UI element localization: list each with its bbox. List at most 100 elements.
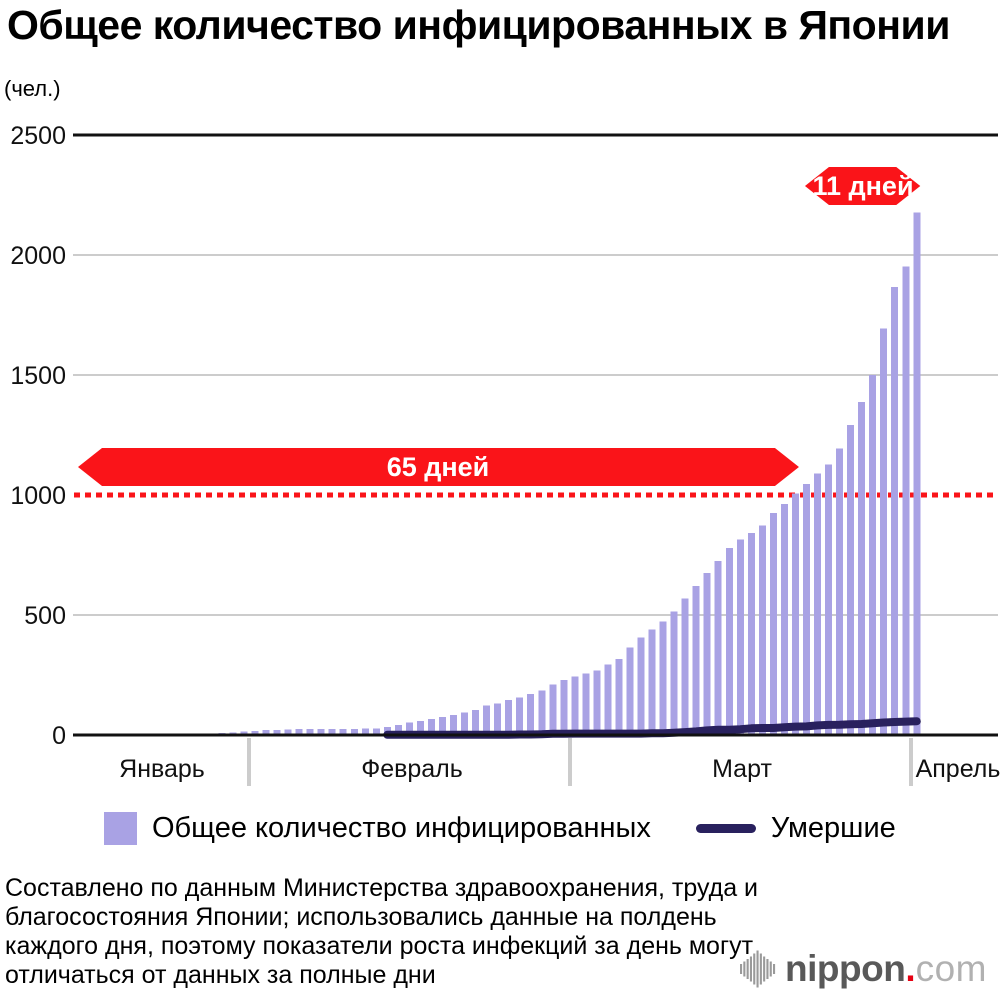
deaths-line-swatch — [695, 824, 756, 833]
bar — [317, 729, 325, 735]
source-note-line: Составлено по данным Министерства здраво… — [5, 874, 759, 902]
bar — [295, 729, 303, 735]
annotation-arrow — [78, 448, 799, 486]
bar — [780, 503, 788, 735]
soundwave-icon — [740, 950, 776, 988]
bar — [825, 464, 832, 735]
y-tick-label: 2000 — [10, 242, 66, 270]
source-note-line: каждого дня, поэтому показатели роста ин… — [5, 932, 754, 960]
bar — [692, 586, 700, 735]
bar — [240, 731, 248, 735]
bar — [758, 525, 766, 735]
y-tick-label: 500 — [24, 602, 66, 630]
bar — [472, 709, 480, 735]
bar — [714, 561, 722, 735]
bar — [372, 728, 380, 735]
gridlines — [73, 133, 998, 616]
x-axis-labels: Январь Февраль Март Апрель — [119, 755, 1000, 783]
bar — [251, 730, 259, 735]
annotation-label: 65 дней — [387, 452, 490, 482]
bar — [428, 719, 435, 735]
bar — [560, 679, 568, 735]
y-tick-label: 1500 — [10, 362, 66, 390]
bar — [670, 611, 678, 735]
y-axis-labels: 0 500 1000 1500 2000 2500 — [10, 122, 66, 750]
bar — [902, 266, 910, 735]
bar — [262, 730, 270, 735]
bar — [626, 647, 634, 735]
bar — [769, 513, 777, 735]
bar — [615, 658, 623, 735]
bar — [361, 728, 369, 735]
y-tick-label: 1000 — [10, 482, 66, 510]
bar — [637, 637, 645, 735]
bar — [814, 473, 821, 735]
bar — [858, 402, 866, 735]
bar — [736, 539, 744, 735]
month-label: Апрель — [916, 755, 1000, 783]
logo-tld: com — [915, 948, 987, 989]
bar — [847, 424, 855, 735]
bar — [339, 728, 347, 735]
legend-deaths-label: Умершие — [770, 812, 896, 844]
month-label: Февраль — [361, 755, 463, 783]
bar — [803, 484, 810, 735]
bar — [273, 730, 281, 735]
month-divider-ticks — [247, 738, 913, 786]
bar — [439, 717, 446, 735]
legend: Общее количество инфицированных Умершие — [104, 812, 896, 845]
bar — [604, 664, 612, 735]
source-note: Составлено по данным Министерства здраво… — [5, 874, 758, 990]
bar — [328, 729, 336, 735]
y-tick-label: 0 — [52, 722, 66, 750]
infected-bars-series — [75, 212, 921, 736]
bar — [648, 629, 656, 735]
bar — [913, 212, 921, 736]
bar — [703, 573, 711, 735]
bar — [405, 722, 413, 735]
nippon-logo: nippon. com — [740, 947, 987, 991]
bar — [538, 690, 546, 735]
bar — [284, 729, 292, 735]
bar — [549, 684, 557, 735]
bar — [450, 714, 457, 735]
y-tick-label: 2500 — [10, 122, 66, 150]
bar — [582, 673, 590, 735]
bar — [869, 375, 877, 735]
y-axis-unit-label: (чел.) — [4, 76, 61, 101]
legend-infected-label: Общее количество инфицированных — [152, 812, 651, 844]
bar — [516, 697, 524, 735]
bar — [416, 720, 424, 735]
bar — [791, 493, 799, 735]
bar — [747, 532, 755, 735]
bar — [681, 598, 689, 735]
annotation-arrow — [804, 167, 921, 205]
bar — [527, 694, 535, 735]
annotations: 65 дней 11 дней — [78, 167, 921, 486]
source-note-line: благосостояния Японии; использовались да… — [5, 903, 717, 931]
bar — [836, 448, 844, 735]
bar — [394, 725, 402, 735]
bar — [659, 621, 667, 735]
page-title: Общее количество инфицированных в Японии — [7, 2, 950, 48]
logo-dot: . — [905, 948, 916, 989]
bar — [461, 712, 468, 735]
bar — [593, 670, 601, 735]
bar — [350, 728, 358, 735]
month-label: Январь — [119, 755, 205, 783]
bar — [306, 729, 314, 735]
bar — [571, 676, 579, 735]
logo-name: nippon — [785, 948, 906, 989]
bar — [891, 287, 899, 735]
annotation-label: 11 дней — [812, 171, 913, 201]
infected-bar-swatch — [104, 812, 137, 845]
bar — [725, 547, 733, 735]
bar — [880, 328, 888, 735]
source-note-line: отличаться от данных за полные дни — [5, 961, 436, 989]
bar — [505, 700, 513, 735]
month-label: Март — [712, 755, 772, 783]
bar — [483, 705, 491, 735]
bar — [494, 703, 502, 735]
